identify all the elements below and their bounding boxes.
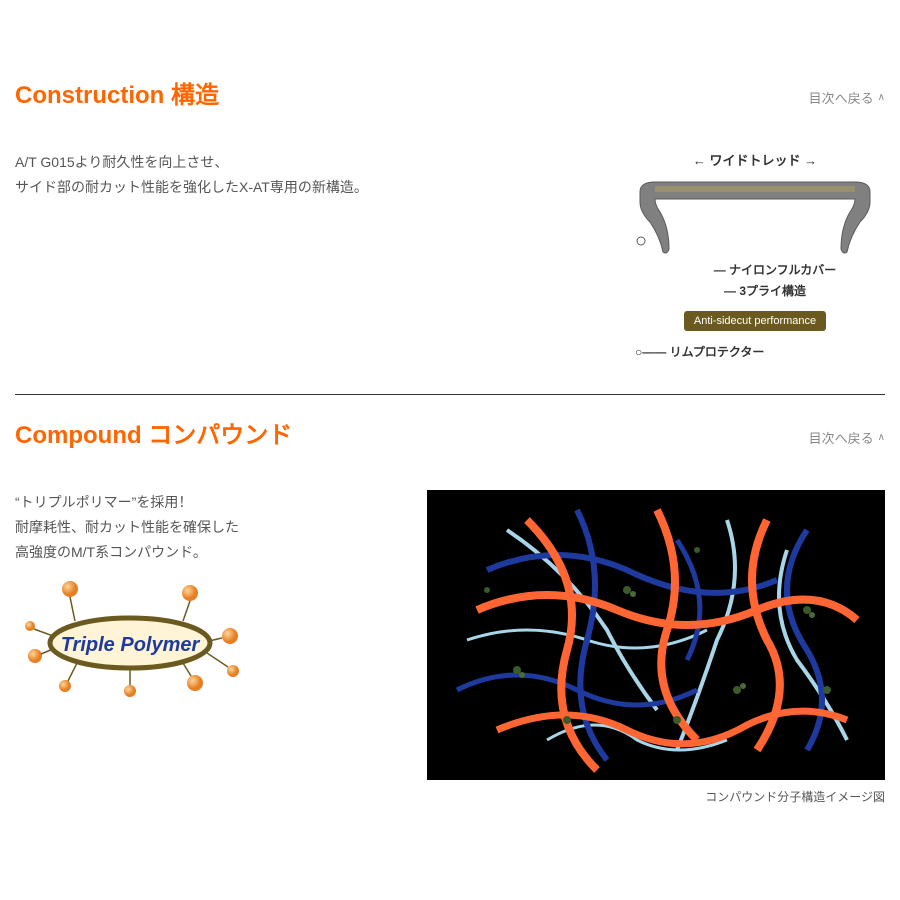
compound-image-col: コンパウンド分子構造イメージ図 xyxy=(265,490,885,805)
anti-sidecut-badge: Anti-sidecut performance xyxy=(625,303,885,339)
construction-title: Construction 構造 xyxy=(15,75,219,110)
tire-annotation-1: — ナイロンフルカバー xyxy=(625,261,885,278)
chevron-up-icon: ∧ xyxy=(878,432,885,443)
compound-title: Compound コンパウンド xyxy=(15,415,292,450)
compound-content: “トリプルポリマー”を採用！ 耐摩耗性、耐カット性能を確保した 高強度のM/T系… xyxy=(15,490,885,805)
compound-text: “トリプルポリマー”を採用！ 耐摩耗性、耐カット性能を確保した 高強度のM/T系… xyxy=(15,490,245,805)
molecular-structure-image xyxy=(427,490,885,780)
tire-crosssection-icon xyxy=(625,177,885,257)
construction-section: Construction 構造 目次へ戻る ∧ A/T G015より耐久性を向上… xyxy=(15,75,885,395)
back-link[interactable]: 目次へ戻る ∧ xyxy=(809,88,885,107)
compound-section: Compound コンパウンド 目次へ戻る ∧ “トリプルポリマー”を採用！ 耐… xyxy=(15,415,885,805)
back-link[interactable]: 目次へ戻る ∧ xyxy=(809,428,885,447)
tire-diagram: ← ワイドトレッド → — ナイロンフルカバー — 3プライ構造 Anti-si… xyxy=(625,150,885,364)
compound-desc-3: 高強度のM/T系コンパウンド。 xyxy=(15,540,245,565)
construction-text: A/T G015より耐久性を向上させ、 サイド部の耐カット性能を強化したX-AT… xyxy=(15,150,368,364)
construction-desc-2: サイド部の耐カット性能を強化したX-AT専用の新構造。 xyxy=(15,175,368,200)
construction-content: A/T G015より耐久性を向上させ、 サイド部の耐カット性能を強化したX-AT… xyxy=(15,150,885,364)
triple-polymer-badge: Triple Polymer xyxy=(15,581,245,701)
construction-header: Construction 構造 目次へ戻る ∧ xyxy=(15,75,885,110)
chevron-up-icon: ∧ xyxy=(878,92,885,103)
compound-caption: コンパウンド分子構造イメージ図 xyxy=(705,788,885,805)
triple-polymer-text: Triple Polymer xyxy=(61,634,201,656)
tire-annotations: — ナイロンフルカバー — 3プライ構造 Anti-sidecut perfor… xyxy=(625,261,885,360)
back-link-label: 目次へ戻る xyxy=(809,428,874,447)
back-link-label: 目次へ戻る xyxy=(809,88,874,107)
construction-desc-1: A/T G015より耐久性を向上させ、 xyxy=(15,150,368,175)
tire-annotation-3: ○—— リムプロテクター xyxy=(625,343,885,360)
compound-desc-2: 耐摩耗性、耐カット性能を確保した xyxy=(15,515,245,540)
compound-header: Compound コンパウンド 目次へ戻る ∧ xyxy=(15,415,885,450)
tire-top-label: ← ワイドトレッド → xyxy=(625,150,885,169)
tire-annotation-2: — 3プライ構造 xyxy=(625,282,885,299)
tire-diagram-col: ← ワイドトレッド → — ナイロンフルカバー — 3プライ構造 Anti-si… xyxy=(388,150,885,364)
compound-desc-1: “トリプルポリマー”を採用！ xyxy=(15,490,245,515)
